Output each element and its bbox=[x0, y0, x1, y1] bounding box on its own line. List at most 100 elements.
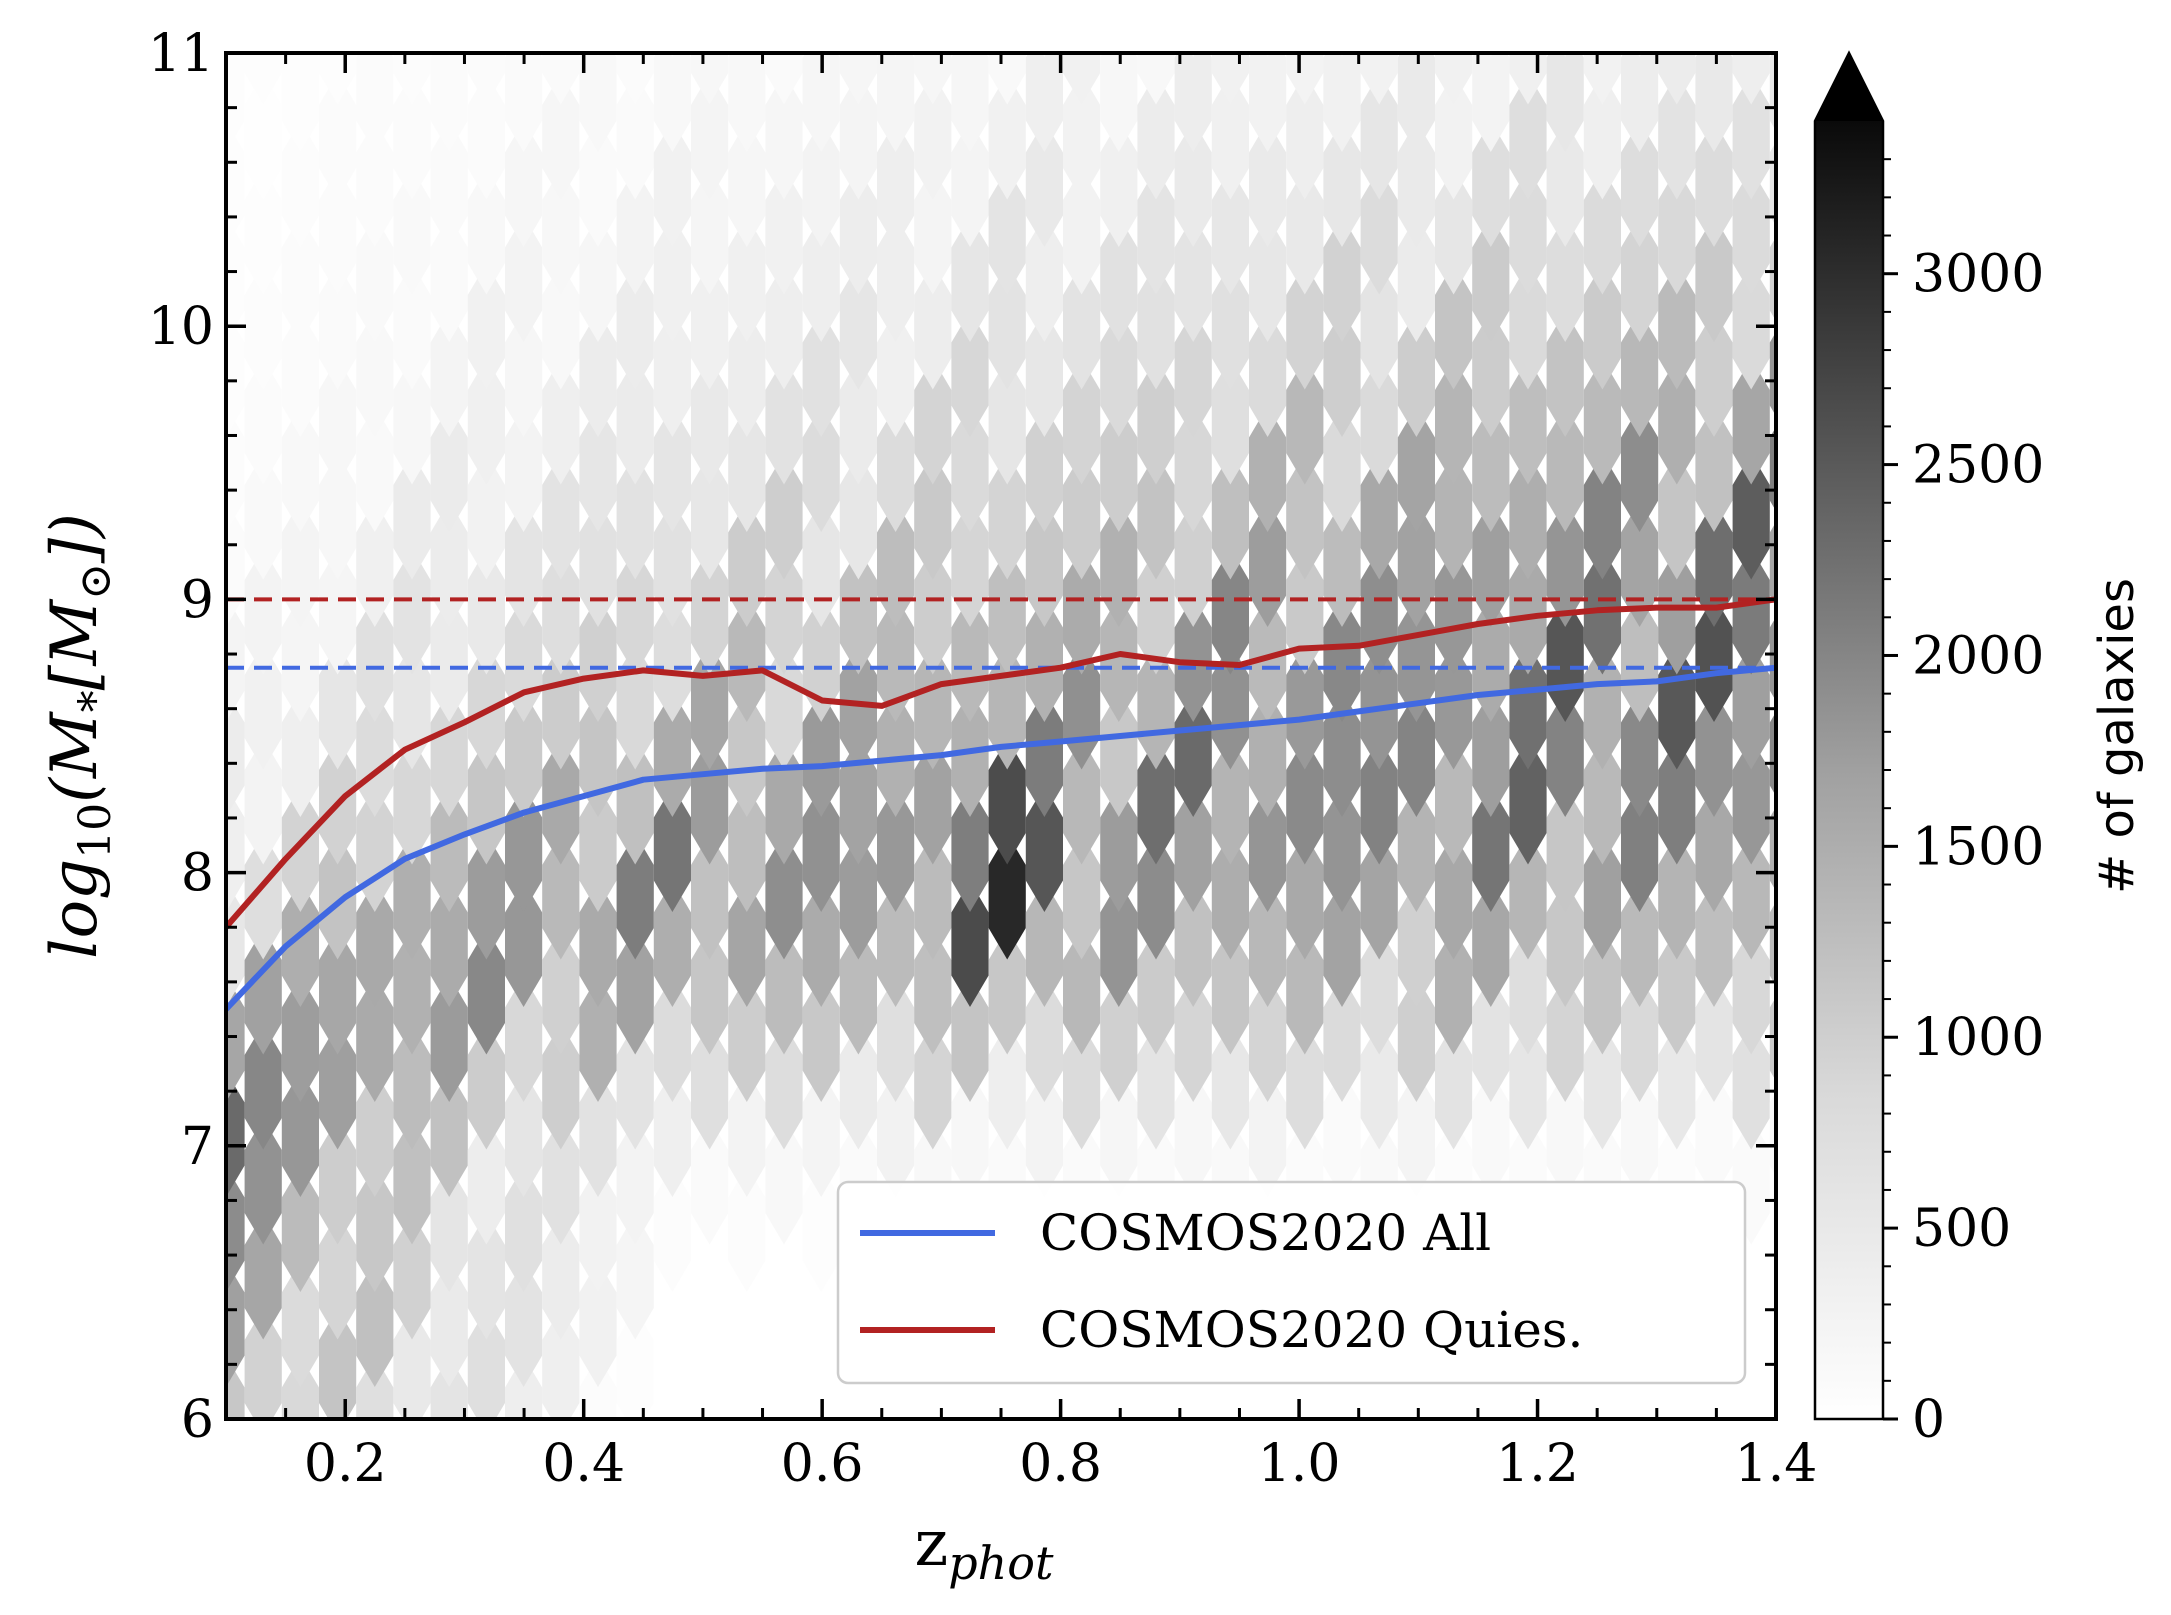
hex-cell-478 bbox=[1360, 358, 1398, 485]
hex-cell-245 bbox=[728, 311, 766, 437]
y-axis-label: log10(M*[M⊙]) bbox=[38, 513, 121, 959]
hex-cell-296 bbox=[877, 691, 915, 817]
hex-cell-383 bbox=[1100, 216, 1138, 342]
hex-cell-156 bbox=[505, 311, 543, 437]
hex-cell-243 bbox=[728, 501, 766, 627]
hex-cell-195 bbox=[616, 1213, 654, 1340]
hex-cell-232 bbox=[691, 263, 729, 390]
hex-cell-171 bbox=[542, 453, 580, 580]
hex-cell-258 bbox=[765, 358, 803, 485]
hex-cell-173 bbox=[542, 263, 580, 390]
hex-cell-466 bbox=[1323, 121, 1361, 247]
hex-cell-526 bbox=[1509, 928, 1547, 1055]
hex-cell-267 bbox=[802, 786, 840, 912]
hex-cell-615 bbox=[1732, 168, 1770, 295]
hex-cell-55 bbox=[281, 596, 319, 722]
hex-cell-401 bbox=[1174, 1071, 1212, 1197]
hex-cell-207 bbox=[616, 73, 654, 200]
hex-cell-389 bbox=[1137, 928, 1175, 1055]
hex-cell-131 bbox=[467, 1118, 505, 1245]
hex-cell-616 bbox=[1732, 73, 1770, 200]
hex-cell-424 bbox=[1211, 263, 1249, 390]
hex-cell-102 bbox=[393, 738, 431, 865]
hex-cell-301 bbox=[877, 216, 915, 342]
hex-cell-316 bbox=[914, 73, 952, 200]
colorbar-tick-label: 1000 bbox=[1912, 1008, 2044, 1068]
hex-cell-130 bbox=[467, 1213, 505, 1340]
hex-cell-63 bbox=[319, 1308, 357, 1419]
hex-cell-539 bbox=[1546, 976, 1584, 1102]
hex-cell-436 bbox=[1249, 406, 1287, 532]
hex-cell-164 bbox=[542, 1118, 580, 1245]
hexbin-cells bbox=[207, 53, 1776, 1577]
hex-cell-411 bbox=[1174, 121, 1212, 247]
hex-cell-416 bbox=[1211, 1023, 1249, 1150]
hex-cell-569 bbox=[1621, 691, 1659, 817]
hex-cell-458 bbox=[1323, 881, 1361, 1007]
hex-cell-528 bbox=[1509, 738, 1547, 865]
hex-cell-222 bbox=[670, 53, 675, 57]
hex-cell-613 bbox=[1732, 358, 1770, 485]
hex-cell-426 bbox=[1211, 73, 1249, 200]
colorbar-extend-arrow bbox=[1815, 53, 1883, 121]
hex-cell-81 bbox=[356, 1166, 394, 1292]
hex-cell-325 bbox=[951, 501, 989, 627]
hex-cell-494 bbox=[1397, 121, 1435, 247]
hex-cell-295 bbox=[877, 786, 915, 912]
x-tick-label: 1.0 bbox=[1258, 1434, 1341, 1494]
y-label-mid: (M bbox=[38, 711, 112, 803]
hex-cell-65 bbox=[319, 1118, 357, 1245]
hex-cell-493 bbox=[1397, 216, 1435, 342]
hex-cell-14 bbox=[207, 1451, 244, 1577]
hex-cell-80 bbox=[356, 1261, 394, 1387]
hex-cell-290 bbox=[839, 53, 877, 105]
hex-cell-525 bbox=[1509, 1023, 1547, 1150]
hex-cell-423 bbox=[1211, 358, 1249, 485]
hex-cell-184 bbox=[579, 691, 617, 817]
hex-cell-225 bbox=[691, 928, 729, 1055]
hex-cell-509 bbox=[1435, 53, 1473, 105]
hex-cell-105 bbox=[393, 453, 431, 580]
hex-cell-248 bbox=[728, 53, 766, 152]
hex-cell-413 bbox=[1190, 53, 1196, 57]
hex-cell-126 bbox=[430, 53, 468, 152]
hex-cell-498 bbox=[1435, 1023, 1473, 1150]
hex-cell-419 bbox=[1211, 738, 1249, 865]
hex-cell-506 bbox=[1435, 263, 1473, 390]
legend-label-all: COSMOS2020 All bbox=[1040, 1204, 1491, 1262]
hex-cell-576 bbox=[1621, 53, 1659, 152]
hex-cell-540 bbox=[1546, 881, 1584, 1007]
hex-cell-499 bbox=[1435, 928, 1473, 1055]
hex-cell-541 bbox=[1546, 786, 1584, 912]
hex-cell-345 bbox=[988, 53, 1026, 105]
hex-cell-566 bbox=[1621, 976, 1659, 1102]
hex-cell-206 bbox=[616, 168, 654, 295]
hex-cell-88 bbox=[356, 501, 394, 627]
hex-cell-292 bbox=[877, 1071, 915, 1197]
hex-cell-79 bbox=[356, 1356, 394, 1419]
hex-cell-530 bbox=[1509, 548, 1547, 675]
hex-cell-573 bbox=[1621, 311, 1659, 437]
hex-cell-356 bbox=[1025, 216, 1063, 342]
hex-cell-431 bbox=[1249, 881, 1287, 1007]
hex-cell-289 bbox=[839, 73, 877, 200]
hex-cell-177 bbox=[579, 1356, 617, 1419]
hex-cell-357 bbox=[1025, 121, 1063, 247]
hex-cell-402 bbox=[1174, 976, 1212, 1102]
hex-cell-251 bbox=[765, 1023, 803, 1150]
hex-cell-473 bbox=[1360, 833, 1398, 960]
hex-cell-197 bbox=[616, 1023, 654, 1150]
hex-cell-280 bbox=[839, 928, 877, 1055]
hex-cell-374 bbox=[1100, 1071, 1138, 1197]
hex-cell-120 bbox=[430, 596, 468, 722]
x-tick-label: 0.4 bbox=[542, 1434, 625, 1494]
hex-cell-408 bbox=[1174, 406, 1212, 532]
hex-cell-312 bbox=[914, 453, 952, 580]
hex-cell-393 bbox=[1137, 548, 1175, 675]
hex-cell-492 bbox=[1397, 311, 1435, 437]
hex-cell-26 bbox=[226, 311, 245, 437]
hex-cell-287 bbox=[839, 263, 877, 390]
hex-cell-214 bbox=[653, 691, 691, 817]
hex-cell-366 bbox=[1063, 548, 1101, 675]
hex-cell-561 bbox=[1583, 168, 1621, 295]
